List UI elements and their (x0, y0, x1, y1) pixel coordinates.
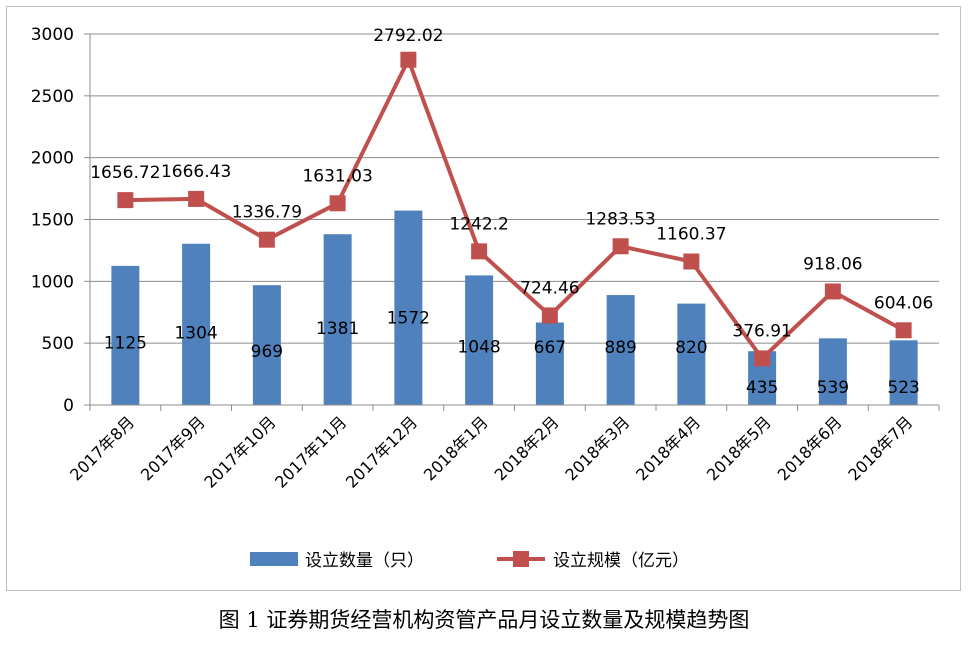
figure-caption: 图 1 证券期货经营机构资管产品月设立数量及规模趋势图 (218, 608, 750, 632)
bar (535, 322, 564, 405)
line-data-label: 1656.72 (90, 163, 160, 183)
line-marker (895, 322, 912, 339)
bar-data-label: 889 (604, 338, 636, 358)
x-tick-label: 2018年7月 (844, 412, 916, 484)
line-data-label: 1336.79 (232, 203, 302, 223)
line-path (125, 57, 905, 361)
line-marker (754, 350, 771, 367)
y-tick-label: 1500 (31, 211, 74, 231)
line-marker (188, 190, 205, 207)
line-marker (541, 307, 558, 324)
bar (606, 295, 635, 405)
gridlines (90, 33, 939, 344)
bar (394, 210, 423, 405)
line-marker (683, 253, 700, 270)
bar-data-label: 1304 (174, 323, 217, 343)
bar-series (111, 210, 918, 405)
x-tick-label: 2018年3月 (561, 412, 633, 484)
y-tick-label: 0 (63, 396, 74, 416)
y-tick-label: 2500 (31, 87, 74, 107)
bar-data-label: 435 (746, 378, 778, 398)
bar-data-label: 1048 (457, 338, 500, 358)
bar (323, 234, 352, 405)
x-tick-label: 2017年8月 (66, 412, 138, 484)
bar-data-label: 523 (887, 378, 919, 398)
bar-data-label: 1125 (104, 333, 147, 353)
y-tick-label: 2000 (31, 149, 74, 169)
line-marker (471, 243, 488, 260)
y-tick-label: 500 (42, 334, 74, 354)
x-tick-label: 2017年10月 (200, 412, 279, 491)
line-marker (400, 51, 417, 68)
y-axis-ticks: 0 500 1000 1500 2000 2500 3000 (31, 25, 74, 416)
legend-bar-label: 设立数量（只） (305, 551, 424, 571)
y-tick-label: 3000 (31, 25, 74, 45)
line-data-label: 724.46 (520, 278, 579, 298)
x-tick-label: 2018年4月 (632, 412, 704, 484)
line-marker (258, 231, 275, 248)
bar-data-label: 820 (675, 338, 707, 358)
line-marker (117, 192, 134, 209)
bar (818, 338, 847, 405)
x-axis-ticks: 2017年8月2017年9月2017年10月2017年11月2017年12月20… (66, 412, 916, 491)
bar (182, 243, 211, 405)
bar-data-label: 1381 (316, 319, 359, 339)
line-data-label: 1160.37 (656, 225, 726, 245)
bar-data-label: 667 (534, 338, 566, 358)
chart-frame: 0 500 1000 1500 2000 2500 3000 2017年8月 2017年9月 2… (6, 6, 961, 591)
legend: 设立数量（只） 设立规模（亿元） (250, 551, 689, 571)
bar (111, 265, 140, 405)
bar (465, 275, 494, 405)
x-tick-label: 2018年2月 (491, 412, 563, 484)
x-tick-label: 2017年12月 (342, 412, 421, 491)
x-tick-label: 2017年11月 (271, 412, 350, 491)
line-marker (329, 195, 346, 212)
x-tick-label: 2018年6月 (774, 412, 846, 484)
line-data-label: 1631.03 (302, 166, 372, 186)
line-data-label: 2792.02 (373, 26, 443, 46)
bar (252, 285, 281, 405)
line-data-label: 604.06 (874, 293, 933, 313)
line-data-label: 918.06 (803, 254, 862, 274)
x-tick-label: 2017年9月 (137, 412, 209, 484)
line-data-label: 1283.53 (585, 209, 655, 229)
legend-line-label: 设立规模（亿元） (553, 551, 689, 571)
line-marker (612, 238, 629, 255)
y-tick-label: 1000 (31, 272, 74, 292)
legend-bar-swatch (250, 552, 298, 566)
line-data-label: 376.91 (732, 321, 791, 341)
line-marker (824, 283, 841, 300)
bar (889, 340, 918, 405)
bar (677, 303, 706, 405)
legend-line-marker (513, 551, 529, 567)
bar-data-label: 1572 (387, 309, 430, 329)
bar-data-label: 969 (251, 342, 283, 362)
axes (84, 33, 940, 411)
bar-data-labels: 1125 1304 969 1381 1572 1048 667 889 820 435 539 52… (104, 309, 920, 398)
x-tick-label: 2018年5月 (703, 412, 775, 484)
x-tick-label: 2018年1月 (420, 412, 492, 484)
line-data-label: 1666.43 (161, 162, 231, 182)
line-series (117, 51, 912, 367)
line-data-label: 1242.2 (449, 214, 508, 234)
bar-data-label: 539 (817, 378, 849, 398)
